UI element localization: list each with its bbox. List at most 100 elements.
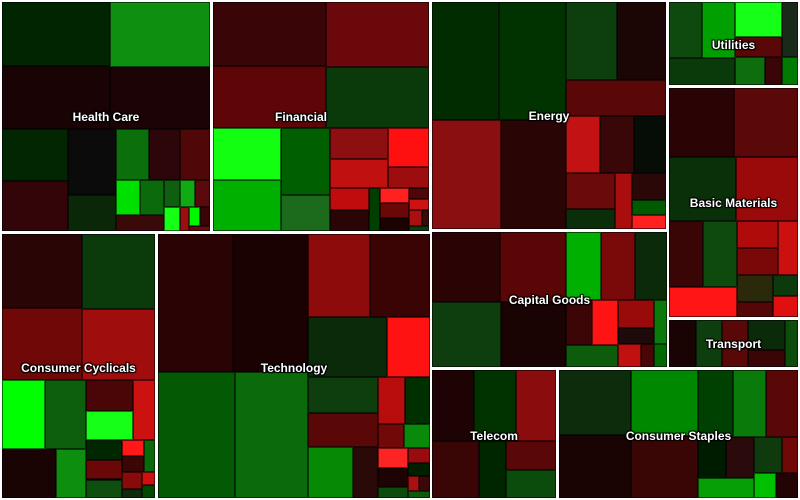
stock-cell[interactable] — [565, 173, 615, 209]
stock-cell[interactable] — [753, 473, 777, 498]
stock-cell[interactable] — [736, 221, 779, 249]
stock-cell[interactable] — [747, 350, 785, 367]
stock-cell[interactable] — [617, 299, 655, 329]
stock-cell[interactable] — [2, 234, 82, 308]
stock-cell[interactable] — [766, 370, 798, 437]
stock-cell[interactable] — [68, 194, 116, 231]
stock-cell[interactable] — [559, 370, 632, 435]
stock-cell[interactable] — [669, 157, 736, 222]
stock-cell[interactable] — [325, 67, 429, 129]
stock-cell[interactable] — [352, 447, 379, 498]
stock-cell[interactable] — [616, 2, 666, 80]
sector-technology[interactable]: Technology — [156, 232, 432, 500]
sector-capital-goods[interactable]: Capital Goods — [430, 230, 669, 369]
stock-cell[interactable] — [140, 179, 164, 215]
stock-cell[interactable] — [122, 472, 142, 489]
sector-transport[interactable]: Transport — [667, 318, 800, 369]
stock-cell[interactable] — [669, 2, 703, 59]
stock-cell[interactable] — [592, 299, 618, 346]
stock-cell[interactable] — [501, 302, 567, 367]
stock-cell[interactable] — [479, 441, 506, 498]
stock-cell[interactable] — [281, 194, 331, 231]
stock-cell[interactable] — [233, 234, 308, 372]
stock-cell[interactable] — [432, 302, 502, 367]
stock-cell[interactable] — [133, 380, 155, 440]
stock-cell[interactable] — [307, 447, 353, 498]
stock-cell[interactable] — [68, 128, 116, 195]
stock-cell[interactable] — [736, 274, 774, 302]
stock-cell[interactable] — [631, 370, 698, 437]
stock-cell[interactable] — [776, 473, 798, 498]
stock-cell[interactable] — [782, 436, 798, 474]
stock-cell[interactable] — [379, 188, 409, 204]
stock-cell[interactable] — [565, 208, 615, 229]
stock-cell[interactable] — [703, 221, 737, 287]
stock-cell[interactable] — [722, 320, 748, 367]
stock-cell[interactable] — [141, 485, 155, 498]
stock-cell[interactable] — [669, 320, 696, 367]
stock-cell[interactable] — [778, 221, 798, 275]
stock-cell[interactable] — [86, 410, 134, 440]
stock-cell[interactable] — [566, 345, 618, 367]
stock-cell[interactable] — [404, 376, 430, 424]
stock-cell[interactable] — [235, 371, 308, 498]
stock-cell[interactable] — [785, 320, 798, 367]
stock-cell[interactable] — [747, 320, 785, 351]
stock-cell[interactable] — [163, 179, 180, 208]
stock-cell[interactable] — [695, 320, 723, 367]
stock-cell[interactable] — [44, 380, 86, 449]
stock-cell[interactable] — [566, 232, 602, 300]
stock-cell[interactable] — [2, 2, 111, 66]
stock-cell[interactable] — [474, 370, 517, 442]
stock-cell[interactable] — [734, 2, 782, 38]
sector-utilities[interactable]: Utilities — [667, 0, 800, 87]
stock-cell[interactable] — [387, 166, 429, 189]
stock-cell[interactable] — [408, 199, 429, 210]
sector-consumer-cyclicals[interactable]: Consumer Cyclicals — [0, 232, 157, 500]
stock-cell[interactable] — [369, 188, 380, 231]
stock-cell[interactable] — [734, 56, 766, 85]
stock-cell[interactable] — [404, 423, 430, 449]
stock-cell[interactable] — [499, 2, 566, 121]
stock-cell[interactable] — [199, 207, 210, 226]
stock-cell[interactable] — [2, 448, 57, 498]
stock-cell[interactable] — [2, 307, 82, 381]
stock-cell[interactable] — [307, 412, 379, 448]
stock-cell[interactable] — [115, 179, 141, 215]
stock-cell[interactable] — [419, 476, 430, 491]
stock-cell[interactable] — [408, 188, 429, 200]
stock-cell[interactable] — [654, 344, 667, 367]
stock-cell[interactable] — [330, 128, 388, 159]
stock-cell[interactable] — [654, 299, 667, 345]
stock-cell[interactable] — [179, 207, 189, 231]
stock-cell[interactable] — [115, 128, 149, 180]
stock-cell[interactable] — [122, 488, 142, 498]
sector-telecom[interactable]: Telecom — [430, 368, 558, 500]
stock-cell[interactable] — [81, 234, 155, 310]
stock-cell[interactable] — [702, 2, 735, 59]
stock-cell[interactable] — [2, 380, 45, 449]
stock-cell[interactable] — [378, 448, 409, 469]
stock-cell[interactable] — [559, 434, 632, 498]
stock-cell[interactable] — [378, 468, 409, 488]
stock-cell[interactable] — [734, 37, 782, 57]
stock-cell[interactable] — [213, 180, 282, 231]
stock-cell[interactable] — [669, 58, 735, 85]
stock-cell[interactable] — [378, 487, 409, 498]
stock-cell[interactable] — [781, 2, 798, 57]
stock-cell[interactable] — [632, 173, 666, 201]
stock-cell[interactable] — [330, 158, 388, 189]
stock-cell[interactable] — [500, 120, 566, 229]
stock-cell[interactable] — [726, 436, 754, 479]
stock-cell[interactable] — [408, 476, 420, 491]
stock-cell[interactable] — [307, 234, 370, 318]
stock-cell[interactable] — [599, 115, 634, 174]
stock-cell[interactable] — [213, 65, 326, 129]
stock-cell[interactable] — [86, 380, 134, 411]
sector-consumer-staples[interactable]: Consumer Staples — [557, 368, 800, 500]
stock-cell[interactable] — [386, 317, 430, 377]
stock-cell[interactable] — [632, 214, 666, 229]
stock-cell[interactable] — [565, 115, 600, 174]
stock-cell[interactable] — [86, 479, 123, 498]
stock-cell[interactable] — [697, 478, 754, 498]
